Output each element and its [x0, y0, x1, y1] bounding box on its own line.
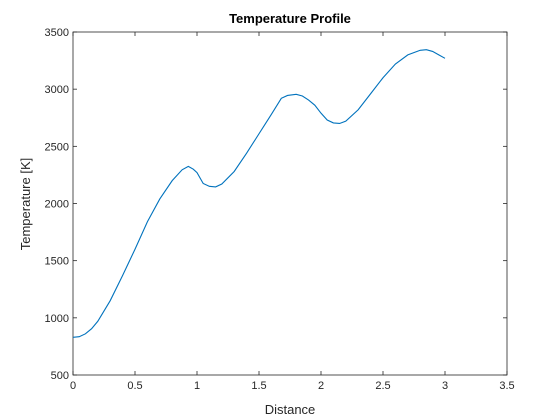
chart-title: Temperature Profile [229, 11, 351, 26]
temperature-series-line [72, 49, 446, 338]
x-tick-label: 0 [70, 380, 76, 392]
y-tick-label: 1000 [45, 313, 69, 325]
y-tick-label: 3000 [45, 84, 69, 96]
x-tick-label: 2 [318, 380, 324, 392]
y-tick-label: 2500 [45, 141, 69, 153]
x-tick-label: 0.5 [127, 380, 142, 392]
x-tick-label: 3 [442, 380, 448, 392]
x-tick-label: 2.5 [375, 380, 390, 392]
y-axis: 500 1000 1500 2000 2500 3000 3500 [45, 27, 507, 382]
y-tick-label: 1500 [45, 256, 69, 268]
x-tick-label: 1.5 [251, 380, 266, 392]
x-tick-label: 3.5 [499, 380, 514, 392]
x-axis: 0 0.5 1 1.5 2 2.5 3 3.5 [70, 32, 515, 392]
y-axis-label: Temperature [K] [18, 158, 33, 251]
y-tick-label: 3500 [45, 27, 69, 39]
x-axis-label: Distance [265, 402, 316, 417]
plot-area [72, 31, 508, 376]
y-tick-label: 500 [51, 370, 69, 382]
x-tick-label: 1 [194, 380, 200, 392]
y-tick-label: 2000 [45, 199, 69, 211]
